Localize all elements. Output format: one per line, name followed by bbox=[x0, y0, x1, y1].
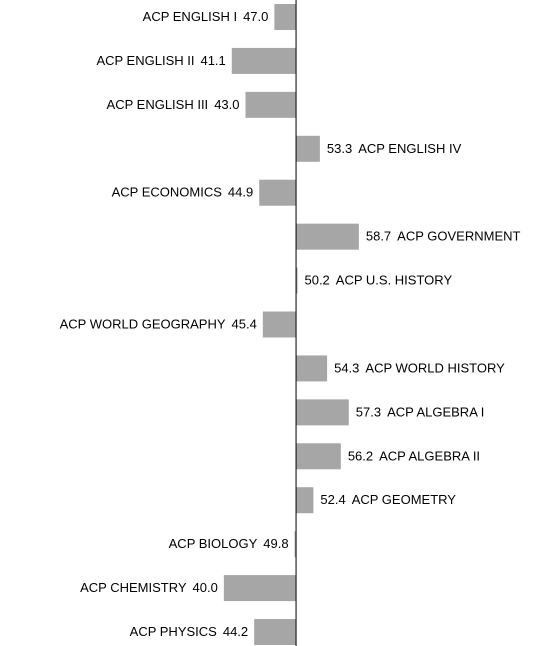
bar-label: 50.2 ACP U.S. HISTORY bbox=[304, 273, 452, 288]
bar bbox=[254, 619, 297, 646]
category-label: ACP ENGLISH I bbox=[143, 9, 237, 24]
category-label: ACP WORLD HISTORY bbox=[365, 361, 505, 376]
bar-label: 57.3 ACP ALGEBRA I bbox=[356, 405, 485, 420]
category-label: ACP BIOLOGY bbox=[169, 537, 258, 552]
bar bbox=[294, 531, 297, 558]
bar bbox=[296, 267, 298, 294]
category-label: ACP ECONOMICS bbox=[112, 185, 223, 200]
bar bbox=[274, 4, 297, 30]
category-label: ACP ENGLISH II bbox=[96, 53, 194, 68]
value-label: 50.2 bbox=[304, 273, 329, 288]
bar bbox=[296, 399, 349, 426]
bar-label: ACP ENGLISH II 41.1 bbox=[96, 53, 225, 68]
value-label: 52.4 bbox=[320, 493, 345, 508]
category-label: ACP CHEMISTRY bbox=[80, 581, 187, 596]
bar-label: 58.7 ACP GOVERNMENT bbox=[366, 229, 521, 244]
bar-label: 52.4 ACP GEOMETRY bbox=[320, 493, 456, 508]
value-label: 53.3 bbox=[327, 141, 352, 156]
bar bbox=[223, 575, 297, 602]
bar-label: 56.2 ACP ALGEBRA II bbox=[348, 449, 480, 464]
category-label: ACP ENGLISH III bbox=[107, 97, 209, 112]
value-label: 41.1 bbox=[200, 53, 225, 68]
bar bbox=[296, 135, 320, 162]
bar-label: ACP ECONOMICS 44.9 bbox=[112, 185, 254, 200]
bar bbox=[259, 179, 297, 206]
category-label: ACP ALGEBRA I bbox=[387, 405, 484, 420]
bar-label: ACP PHYSICS 44.2 bbox=[130, 624, 249, 639]
bar-label: ACP BIOLOGY 49.8 bbox=[169, 537, 289, 552]
category-label: ACP WORLD GEOGRAPHY bbox=[60, 317, 226, 332]
bar-label: ACP ENGLISH I 47.0 bbox=[143, 9, 269, 24]
bar-label: ACP ENGLISH III 43.0 bbox=[107, 97, 240, 112]
value-label: 56.2 bbox=[348, 449, 373, 464]
value-label: 49.8 bbox=[263, 537, 288, 552]
category-label: ACP ENGLISH IV bbox=[358, 141, 461, 156]
value-label: 44.2 bbox=[223, 624, 248, 639]
bar bbox=[296, 443, 341, 470]
bar bbox=[296, 355, 328, 382]
bar bbox=[262, 311, 297, 338]
value-label: 43.0 bbox=[214, 97, 239, 112]
value-label: 58.7 bbox=[366, 229, 391, 244]
category-label: ACP GOVERNMENT bbox=[397, 229, 520, 244]
category-label: ACP U.S. HISTORY bbox=[336, 273, 453, 288]
value-label: 40.0 bbox=[193, 581, 218, 596]
bar-label: 53.3 ACP ENGLISH IV bbox=[327, 141, 462, 156]
category-label: ACP PHYSICS bbox=[130, 624, 218, 639]
bar bbox=[296, 487, 314, 514]
value-label: 57.3 bbox=[356, 405, 381, 420]
bar-label: ACP WORLD GEOGRAPHY 45.4 bbox=[60, 317, 257, 332]
value-label: 44.9 bbox=[228, 185, 253, 200]
bar-label: 54.3 ACP WORLD HISTORY bbox=[334, 361, 505, 376]
value-label: 54.3 bbox=[334, 361, 359, 376]
category-label: ACP GEOMETRY bbox=[352, 493, 457, 508]
bar bbox=[296, 223, 359, 250]
category-label: ACP ALGEBRA II bbox=[379, 449, 480, 464]
bar bbox=[231, 47, 297, 74]
bar bbox=[245, 91, 297, 118]
bar-label: ACP CHEMISTRY 40.0 bbox=[80, 581, 218, 596]
value-label: 45.4 bbox=[232, 317, 257, 332]
value-label: 47.0 bbox=[243, 9, 268, 24]
